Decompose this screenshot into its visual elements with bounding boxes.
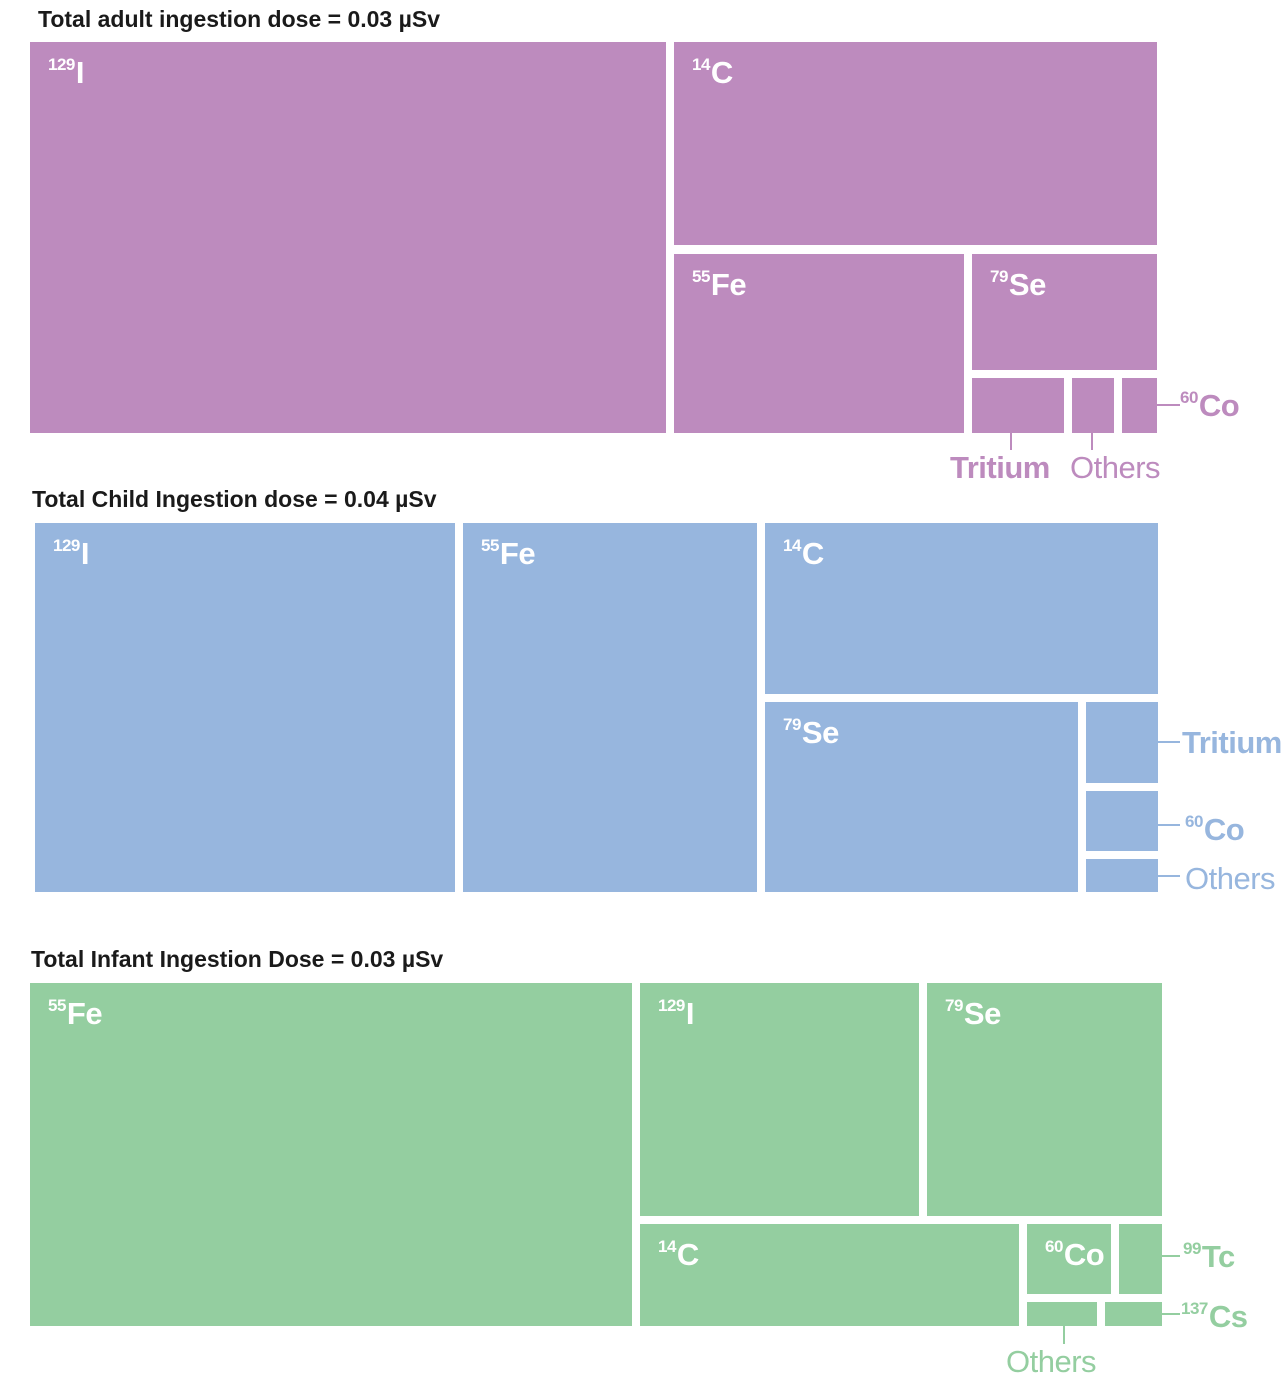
treemap-cell bbox=[1027, 1302, 1097, 1326]
treemap-cell bbox=[1086, 791, 1158, 851]
element-symbol: Fe bbox=[66, 996, 103, 1031]
cell-label: 14C bbox=[658, 1238, 699, 1270]
element-symbol: Others bbox=[1070, 450, 1161, 485]
callout-leader-line bbox=[1158, 824, 1180, 826]
mass-number: 14 bbox=[658, 1237, 676, 1256]
element-symbol: Others bbox=[1006, 1344, 1097, 1379]
mass-number: 55 bbox=[692, 267, 710, 286]
treemap-cell bbox=[1072, 378, 1114, 433]
mass-number: 55 bbox=[48, 996, 66, 1015]
treemap-cell: 14C bbox=[765, 523, 1158, 694]
treemap-cell: 55Fe bbox=[463, 523, 757, 892]
cell-label: 60Co bbox=[1045, 1237, 1105, 1272]
element-symbol: C bbox=[801, 536, 824, 571]
treemap-cell bbox=[972, 378, 1064, 433]
cell-label: 14C bbox=[692, 56, 733, 88]
cell-label: 55Fe bbox=[692, 267, 747, 302]
cell-label: 55Fe bbox=[48, 996, 103, 1031]
mass-number: 14 bbox=[783, 536, 801, 555]
callout-leader-line bbox=[1010, 433, 1012, 450]
callout-label: 99Tc bbox=[1183, 1240, 1235, 1272]
element-symbol: Co bbox=[1198, 388, 1240, 423]
element-symbol: I bbox=[685, 996, 695, 1031]
element-symbol: Co bbox=[1203, 812, 1245, 847]
mass-number: 79 bbox=[945, 996, 963, 1015]
treemap-cell bbox=[1119, 1224, 1162, 1294]
mass-number: 79 bbox=[783, 715, 801, 734]
treemap-cell: 79Se bbox=[972, 254, 1157, 370]
callout-label: 137Cs bbox=[1181, 1300, 1248, 1332]
callout-leader-line bbox=[1091, 433, 1093, 450]
callout-leader-line bbox=[1157, 404, 1180, 406]
element-symbol: Tc bbox=[1201, 1239, 1235, 1274]
mass-number: 79 bbox=[990, 267, 1008, 286]
cell-label: 129I bbox=[53, 536, 90, 571]
mass-number: 129 bbox=[53, 536, 80, 555]
callout-label: Others bbox=[1070, 450, 1161, 485]
element-symbol: Cs bbox=[1208, 1299, 1248, 1334]
treemap-cell: 14C bbox=[640, 1224, 1019, 1326]
treemap-cell: 60Co bbox=[1027, 1224, 1111, 1294]
cell-label: 79Se bbox=[990, 268, 1046, 300]
element-symbol: Fe bbox=[499, 536, 536, 571]
element-symbol: Fe bbox=[710, 267, 747, 302]
chart-title: Total Child Ingestion dose = 0.04 µSv bbox=[32, 486, 437, 512]
mass-number: 60 bbox=[1185, 812, 1203, 831]
mass-number: 99 bbox=[1183, 1239, 1201, 1258]
callout-leader-line bbox=[1162, 1255, 1180, 1257]
callout-label: Tritium bbox=[1182, 727, 1282, 758]
cell-label: 79Se bbox=[945, 997, 1001, 1029]
cell-label: 129I bbox=[48, 55, 85, 90]
callout-label: 60Co bbox=[1180, 388, 1240, 423]
cell-label: 129I bbox=[658, 996, 695, 1031]
cell-label: 79Se bbox=[783, 716, 839, 748]
treemap-cell: 55Fe bbox=[674, 254, 964, 433]
mass-number: 129 bbox=[48, 55, 75, 74]
callout-label: Others bbox=[1185, 861, 1276, 896]
mass-number: 129 bbox=[658, 996, 685, 1015]
treemap-cell: 79Se bbox=[765, 702, 1078, 892]
treemap-cell: 129I bbox=[35, 523, 455, 892]
callout-label: Tritium bbox=[950, 452, 1050, 483]
element-symbol: Se bbox=[801, 715, 839, 750]
chart-title: Total Infant Ingestion Dose = 0.03 µSv bbox=[31, 946, 444, 972]
element-symbol: Tritium bbox=[1182, 725, 1282, 760]
treemap-cell: 129I bbox=[640, 983, 919, 1216]
element-symbol: C bbox=[676, 1237, 699, 1272]
callout-label: Others bbox=[1006, 1344, 1097, 1379]
mass-number: 137 bbox=[1181, 1299, 1208, 1318]
element-symbol: C bbox=[710, 55, 733, 90]
treemap-cell: 79Se bbox=[927, 983, 1162, 1216]
cell-label: 55Fe bbox=[481, 536, 536, 571]
mass-number: 55 bbox=[481, 536, 499, 555]
treemap-cell bbox=[1086, 702, 1158, 783]
callout-leader-line bbox=[1063, 1326, 1065, 1344]
element-symbol: Co bbox=[1063, 1237, 1105, 1272]
callout-leader-line bbox=[1162, 1313, 1180, 1315]
mass-number: 60 bbox=[1045, 1237, 1063, 1256]
mass-number: 60 bbox=[1180, 388, 1198, 407]
cell-label: 14C bbox=[783, 537, 824, 569]
element-symbol: I bbox=[80, 536, 90, 571]
element-symbol: Others bbox=[1185, 861, 1276, 896]
element-symbol: Tritium bbox=[950, 450, 1050, 485]
callout-leader-line bbox=[1158, 741, 1180, 743]
mass-number: 14 bbox=[692, 55, 710, 74]
treemap-cell bbox=[1086, 859, 1158, 892]
treemap-cell bbox=[1122, 378, 1157, 433]
element-symbol: Se bbox=[1008, 267, 1046, 302]
element-symbol: I bbox=[75, 55, 85, 90]
callout-leader-line bbox=[1158, 875, 1180, 877]
element-symbol: Se bbox=[963, 996, 1001, 1031]
treemap-cell bbox=[1105, 1302, 1162, 1326]
treemap-cell: 14C bbox=[674, 42, 1157, 245]
callout-label: 60Co bbox=[1185, 812, 1245, 847]
chart-title: Total adult ingestion dose = 0.03 µSv bbox=[38, 6, 440, 32]
treemap-cell: 129I bbox=[30, 42, 666, 433]
treemap-cell: 55Fe bbox=[30, 983, 632, 1326]
